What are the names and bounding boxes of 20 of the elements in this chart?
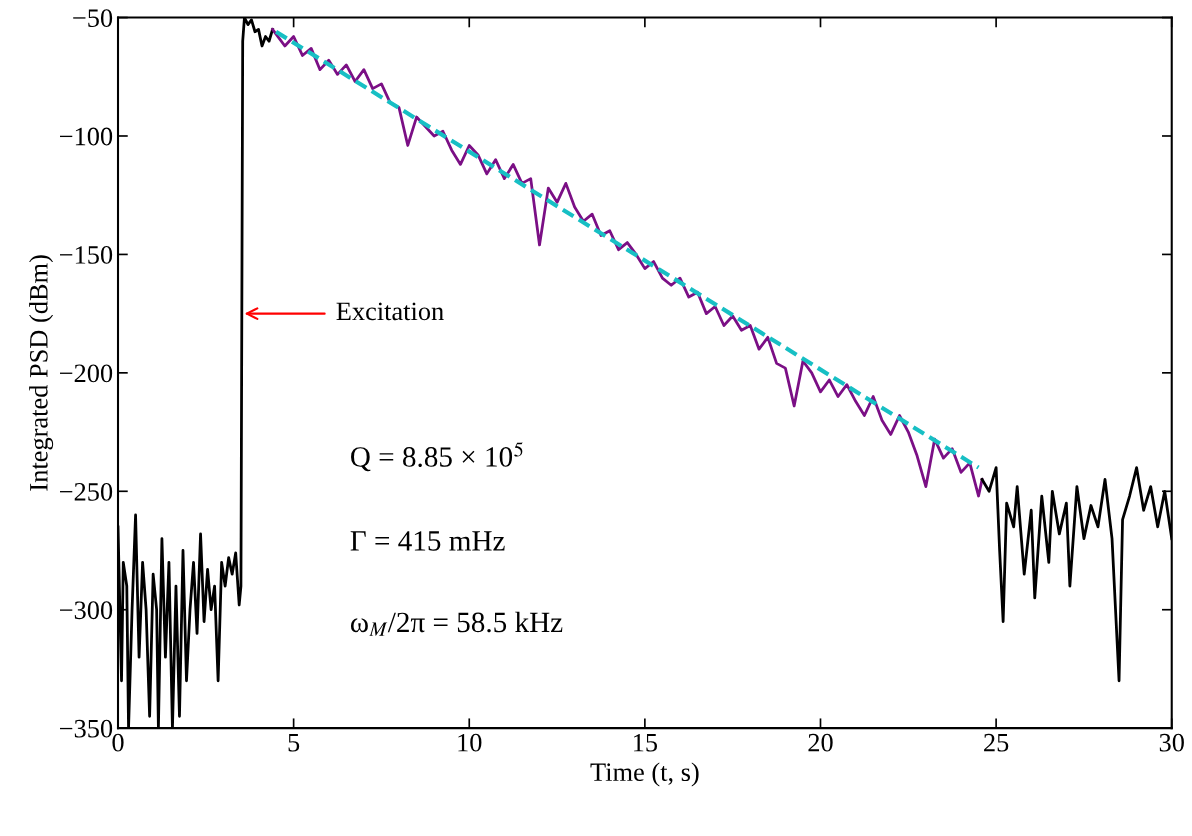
y-tick-label: −150 — [60, 246, 113, 264]
y-tick-label: −300 — [60, 601, 113, 620]
x-tick-label: 25 — [984, 733, 1009, 752]
y-tick-label: −50 — [73, 9, 113, 27]
annotation: Q = 8.85 × 10$^{5}$ — [351, 442, 523, 472]
y-tick-label: −100 — [60, 127, 113, 146]
annotation: ω$_{M}$/2π = 58.5 kHz — [350, 611, 563, 636]
y-tick-label: −250 — [60, 482, 113, 501]
x-tick-label: 30 — [1159, 733, 1184, 752]
x-tick-label: 0 — [112, 733, 124, 752]
x-tick-label: 20 — [808, 733, 833, 752]
y-tick-label: −350 — [60, 719, 113, 738]
x-tick-label: 5 — [288, 734, 300, 752]
y-axis-title: Integrated PSD (dBm) — [29, 255, 54, 491]
x-axis-title: Time (t, s) — [590, 762, 699, 787]
annotation: Excitation — [336, 302, 444, 321]
y-tick-label: −200 — [60, 364, 113, 383]
annotation: Γ = 415 mHz — [350, 531, 505, 551]
x-tick-label: 15 — [634, 733, 658, 752]
x-tick-label: 10 — [458, 733, 482, 752]
